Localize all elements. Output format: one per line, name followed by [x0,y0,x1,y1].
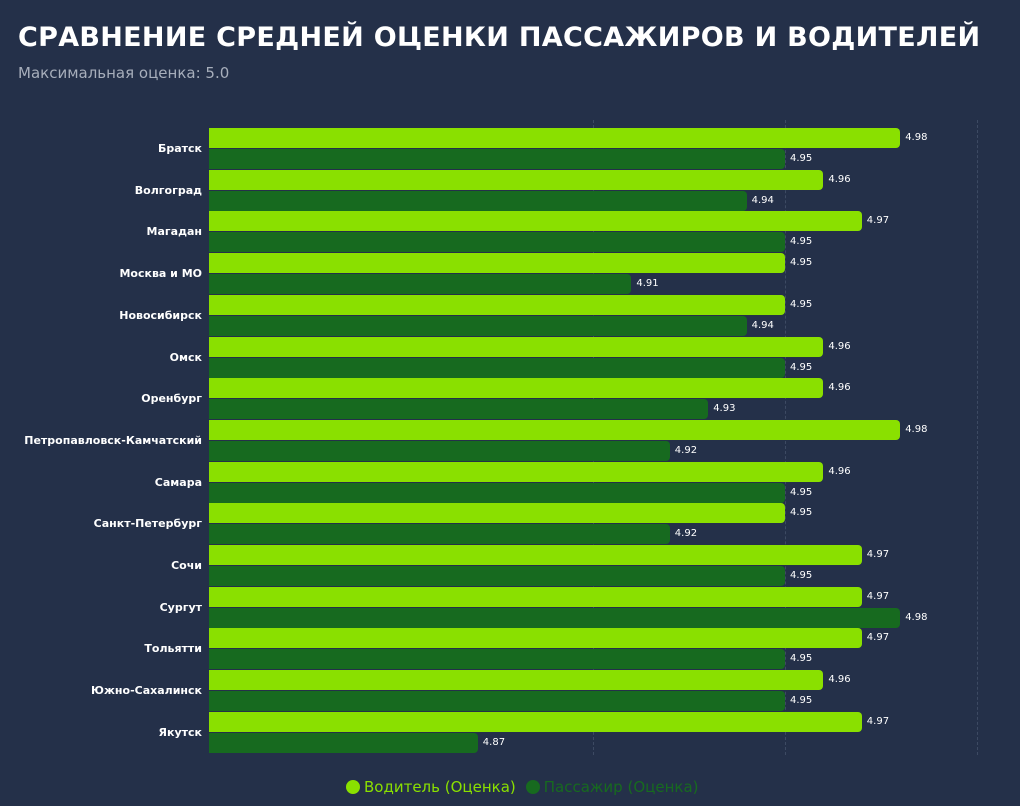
data-label: 4.97 [866,590,890,602]
data-label: 4.96 [828,465,851,477]
data-label: 4.96 [828,173,851,185]
passenger-bar[interactable] [209,691,785,712]
category-label: Братск [157,142,202,155]
data-label: 4.94 [751,319,774,331]
category-label: Сургут [159,600,202,614]
category-label: Магадан [146,225,202,239]
passenger-bar[interactable] [209,482,785,503]
driver-bar[interactable] [209,128,901,148]
data-label: 4.92 [674,444,698,456]
legend-label: Водитель (Оценка) [364,778,516,796]
data-label: 4.97 [866,715,890,727]
data-label: 4.92 [674,528,698,540]
passenger-bar[interactable] [209,607,901,628]
data-label: 4.98 [905,611,928,623]
category-label: Тольятти [144,642,202,656]
driver-bar[interactable] [209,461,824,482]
data-label: 4.96 [828,340,851,352]
legend-item-passenger[interactable]: Пассажир (Оценка) [525,778,699,796]
category-label: Петропавловск-Камчатский [24,433,202,447]
data-label: 4.93 [713,403,736,415]
passenger-bar[interactable] [209,190,747,211]
driver-bar[interactable] [209,419,901,440]
legend-label: Пассажир (Оценка) [543,778,699,796]
driver-bar[interactable] [209,169,824,190]
data-label: 4.87 [482,736,506,748]
driver-bar[interactable] [209,336,824,357]
passenger-bar[interactable] [209,524,670,545]
passenger-bar[interactable] [209,566,785,586]
data-label: 4.95 [790,298,813,310]
legend-dot-icon [346,780,360,794]
passenger-bar[interactable] [209,232,785,253]
data-label: 4.96 [828,674,851,686]
category-label: Оренбург [141,392,202,406]
data-label: 4.96 [828,382,851,394]
data-label: 4.97 [866,632,890,644]
data-label: 4.97 [866,549,890,560]
data-label: 4.95 [790,653,813,665]
category-label: Омск [169,350,202,364]
legend-dot-icon [525,780,540,794]
category-label: Самара [154,475,202,489]
data-label: 4.95 [790,486,813,498]
category-label: Новосибирск [119,308,202,322]
driver-bar[interactable] [209,586,862,607]
legend-item-driver[interactable]: Водитель (Оценка) [346,778,516,796]
passenger-bar[interactable] [209,274,632,295]
page-subtitle: Максимальная оценка: 5.0 [18,64,230,82]
driver-bar[interactable] [209,711,862,732]
data-label: 4.95 [790,153,813,164]
gridline [977,120,978,755]
passenger-bar[interactable] [209,315,747,336]
data-label: 4.95 [790,570,813,581]
driver-bar[interactable] [209,294,785,315]
category-label: Сочи [171,559,202,572]
driver-bar[interactable] [209,378,824,399]
category-label: Москва и МО [119,267,202,281]
data-label: 4.95 [790,507,813,519]
driver-bar[interactable] [209,670,824,691]
passenger-bar[interactable] [209,149,785,169]
data-label: 4.98 [905,132,928,143]
passenger-bar[interactable] [209,399,709,420]
passenger-bar[interactable] [209,732,478,753]
data-label: 4.95 [790,257,813,269]
data-label: 4.94 [751,194,774,206]
category-label: Санкт-Петербург [93,517,202,531]
driver-bar[interactable] [209,545,862,565]
data-label: 4.95 [790,361,813,373]
driver-bar[interactable] [209,253,785,274]
category-label: Южно-Сахалинск [91,684,202,698]
passenger-bar[interactable] [209,357,785,378]
data-label: 4.95 [790,236,813,248]
page-title: СРАВНЕНИЕ СРЕДНЕЙ ОЦЕНКИ ПАССАЖИРОВ И ВО… [18,22,981,53]
data-label: 4.95 [790,695,813,707]
data-label: 4.97 [866,215,890,227]
category-label: Якутск [158,725,202,739]
driver-bar[interactable] [209,503,785,524]
data-label: 4.98 [905,423,928,435]
driver-bar[interactable] [209,628,862,649]
passenger-bar[interactable] [209,440,670,461]
driver-bar[interactable] [209,211,862,232]
chart-legend: Водитель (Оценка) Пассажир (Оценка) [346,778,708,796]
category-label: Волгоград [134,183,202,197]
data-label: 4.91 [636,278,659,290]
passenger-bar[interactable] [209,649,785,670]
